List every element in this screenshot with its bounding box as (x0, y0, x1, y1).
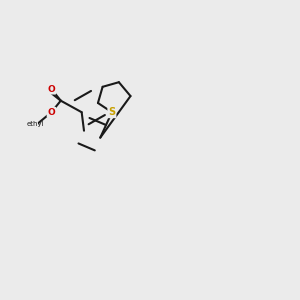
Text: O: O (48, 85, 55, 94)
Text: S: S (108, 107, 116, 117)
Text: ethyl: ethyl (26, 121, 44, 127)
Text: O: O (48, 108, 55, 117)
